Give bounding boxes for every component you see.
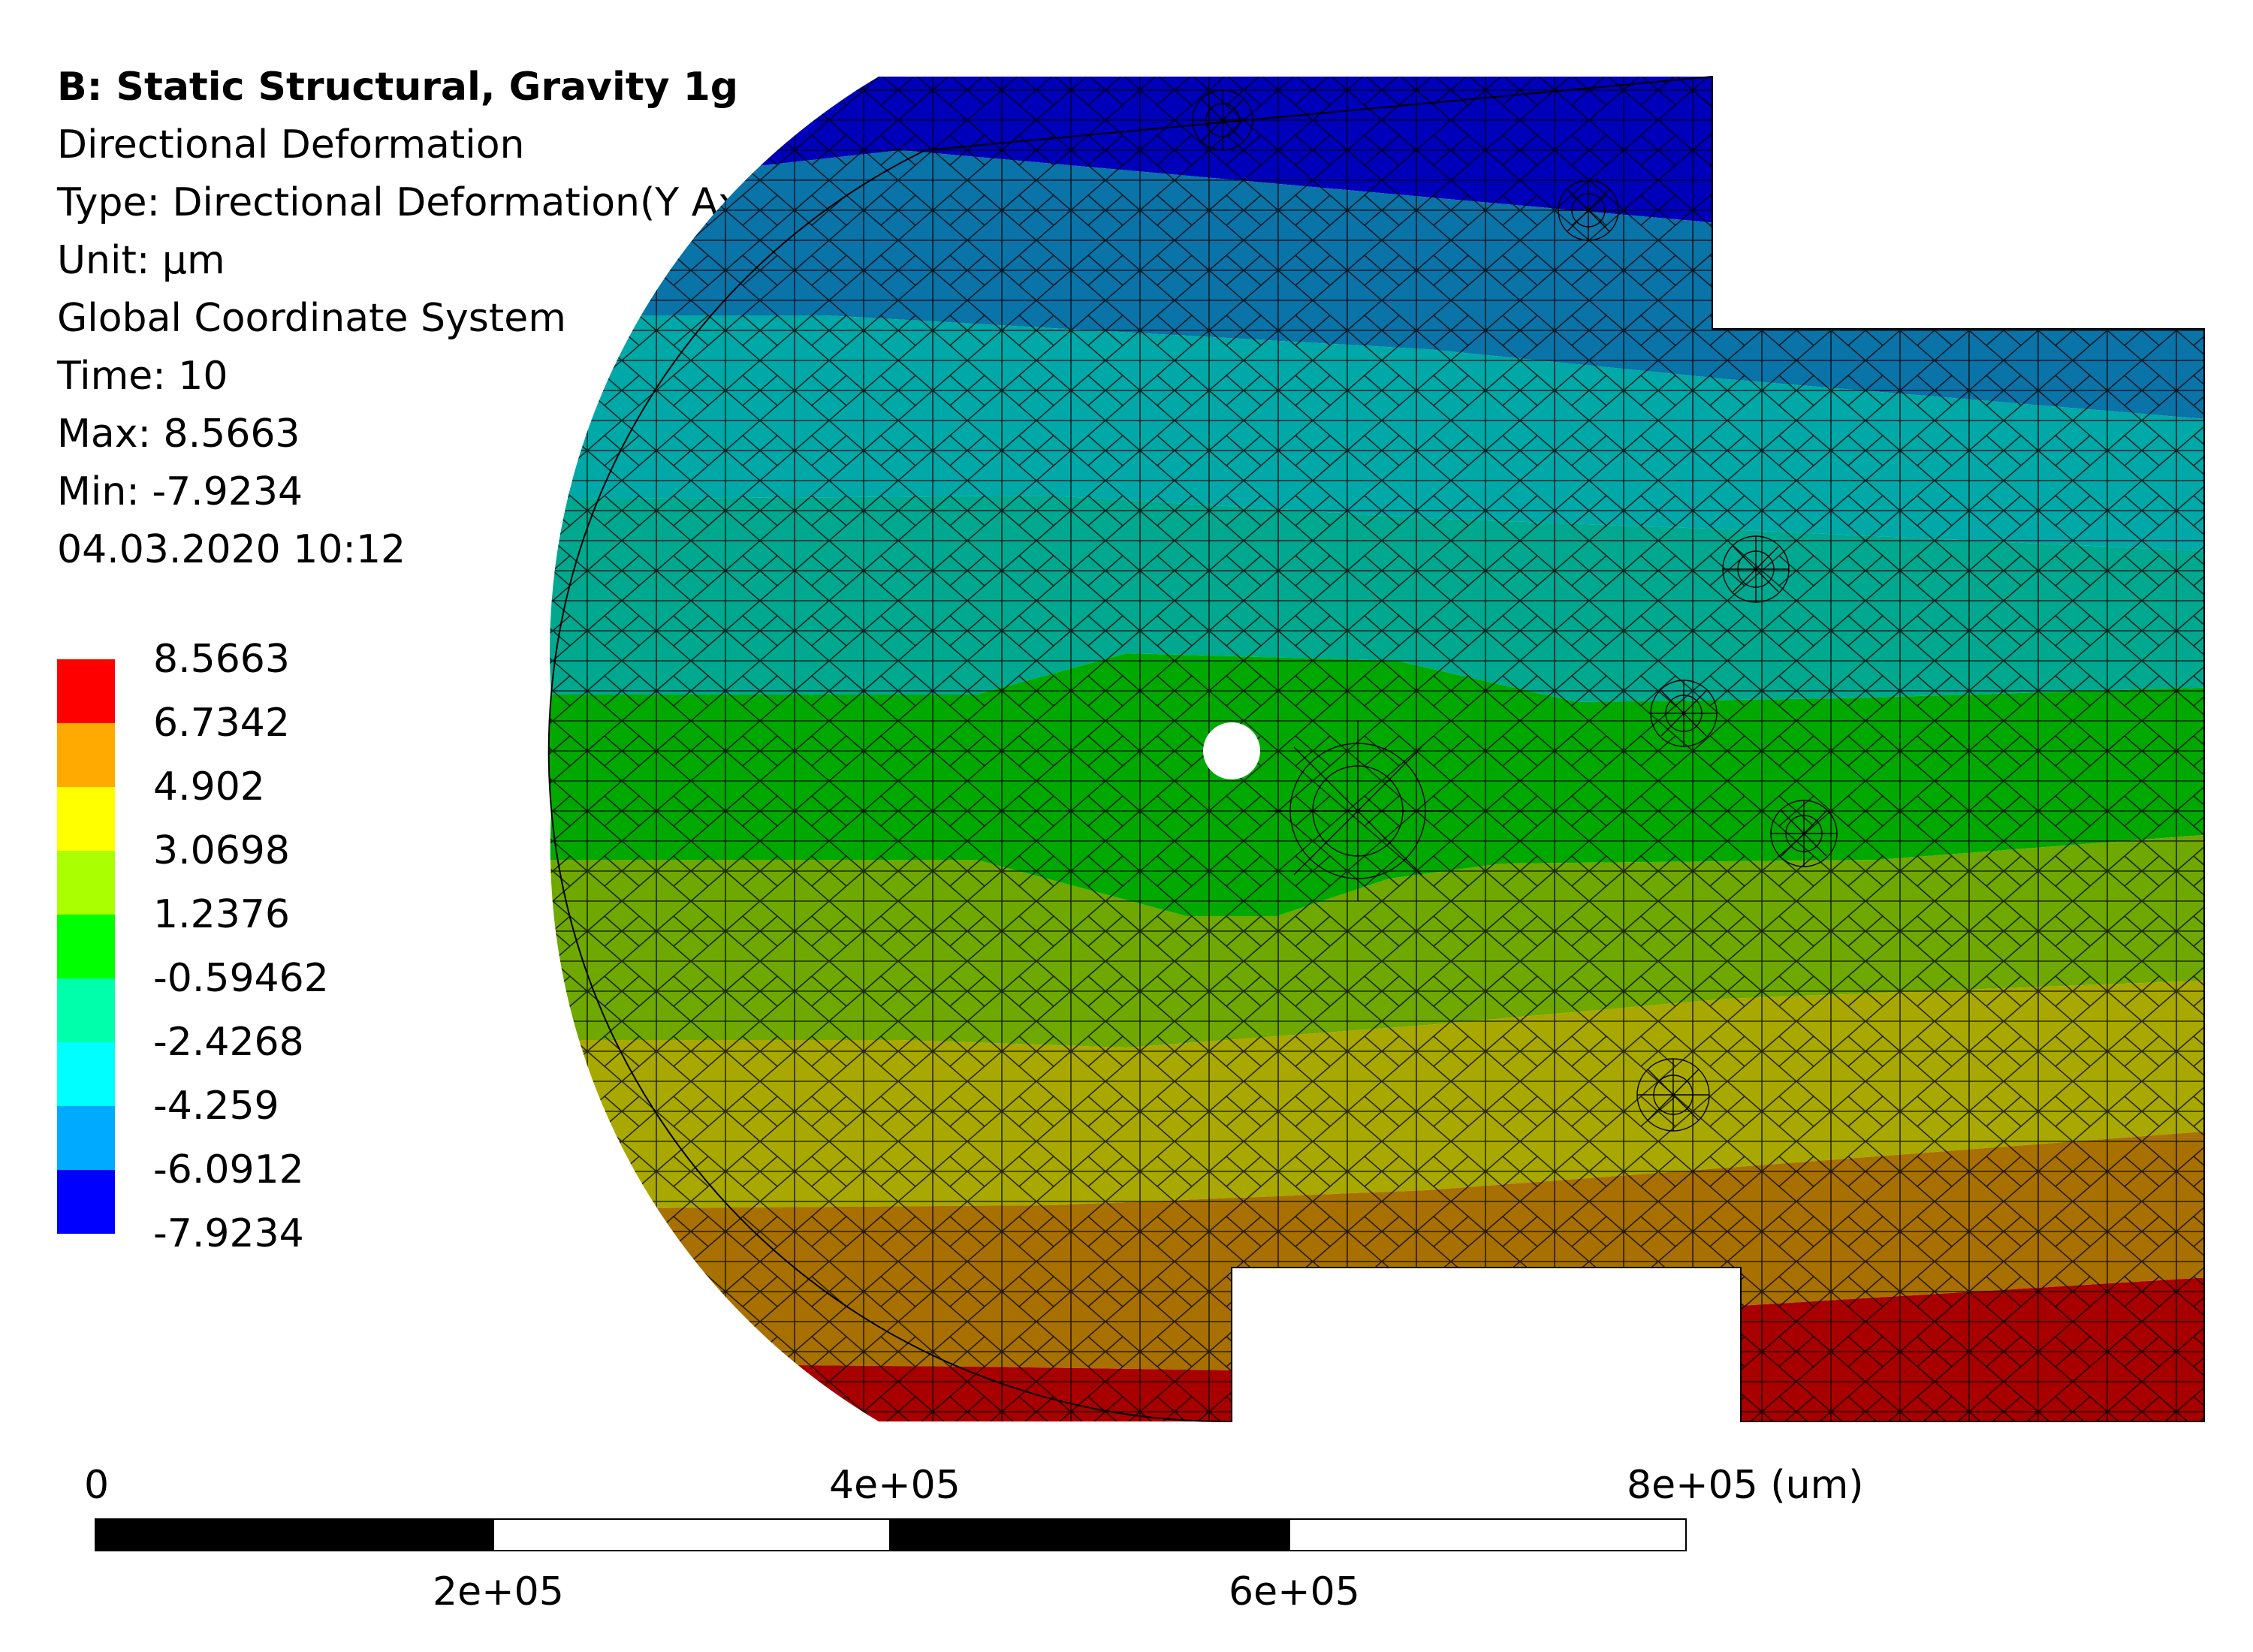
scale-bar-segment-2 <box>493 1518 891 1551</box>
legend-band-4 <box>57 851 115 915</box>
scale-bar-segment-3 <box>891 1518 1289 1551</box>
color-legend: 8.5663 6.7342 4.902 3.0698 1.2376 -0.594… <box>57 640 448 1275</box>
legend-label-4: 3.0698 <box>153 828 290 873</box>
result-info: B: Static Structural, Gravity 1g Directi… <box>57 59 788 579</box>
legend-band-9 <box>57 1170 115 1234</box>
legend-band-8 <box>57 1106 115 1170</box>
result-time: Time: 10 <box>57 354 228 399</box>
legend-label-3: 4.902 <box>153 764 265 809</box>
legend-label-10: -7.9234 <box>153 1211 304 1256</box>
result-min: Min: -7.9234 <box>57 469 303 514</box>
legend-band-6 <box>57 978 115 1042</box>
result-name: Directional Deformation <box>57 122 525 167</box>
legend-label-8: -4.259 <box>153 1084 279 1129</box>
legend-label-1: 8.5663 <box>153 637 290 682</box>
legend-band-5 <box>57 915 115 978</box>
legend-band-1 <box>57 659 115 723</box>
deformation-contour <box>548 77 2204 1422</box>
scale-label-8e05: 8e+05 (um) <box>1627 1463 1864 1508</box>
legend-label-9: -6.0912 <box>153 1147 304 1192</box>
legend-label-5: 1.2376 <box>153 892 290 937</box>
legend-band-2 <box>57 723 115 787</box>
result-type: Type: Directional Deformation(Y Axis) <box>57 180 788 225</box>
scale-label-2e05: 2e+05 <box>433 1569 564 1614</box>
result-timestamp: 04.03.2020 10:12 <box>57 527 406 572</box>
coordinate-system: Global Coordinate System <box>57 296 566 341</box>
scale-label-6e05: 6e+05 <box>1229 1569 1360 1614</box>
result-max: Max: 8.5663 <box>57 411 300 457</box>
legend-band-7 <box>57 1042 115 1106</box>
bolt-hole <box>1203 722 1260 779</box>
legend-label-2: 6.7342 <box>153 701 290 746</box>
result-unit: Unit: µm <box>57 238 225 283</box>
scale-bar-segment-1 <box>95 1518 493 1551</box>
scale-label-0: 0 <box>84 1463 110 1508</box>
analysis-title: B: Static Structural, Gravity 1g <box>57 65 739 110</box>
mesh-refinement <box>1192 89 1838 1132</box>
legend-label-6: -0.59462 <box>153 956 329 1001</box>
scale-label-4e05: 4e+05 <box>829 1463 961 1508</box>
legend-label-7: -2.4268 <box>153 1020 304 1065</box>
part-outline <box>547 75 2205 1423</box>
legend-band-3 <box>57 787 115 851</box>
mesh-overlay <box>548 77 2204 1422</box>
scale-bar-segment-4 <box>1289 1518 1687 1551</box>
